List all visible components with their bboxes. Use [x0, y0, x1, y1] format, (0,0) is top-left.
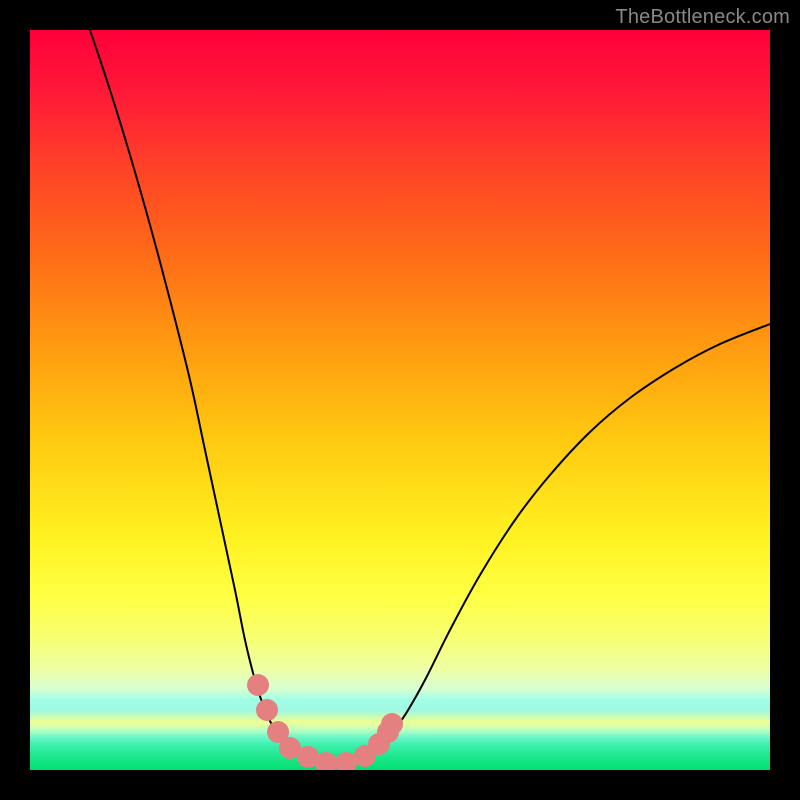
chart-container: TheBottleneck.com — [0, 0, 800, 800]
chart-svg — [30, 30, 770, 770]
marker-dot — [381, 713, 403, 735]
marker-dot — [256, 699, 278, 721]
marker-dot — [247, 674, 269, 696]
plot-area — [30, 30, 770, 770]
gradient-background — [30, 30, 770, 770]
watermark-text: TheBottleneck.com — [615, 6, 790, 29]
